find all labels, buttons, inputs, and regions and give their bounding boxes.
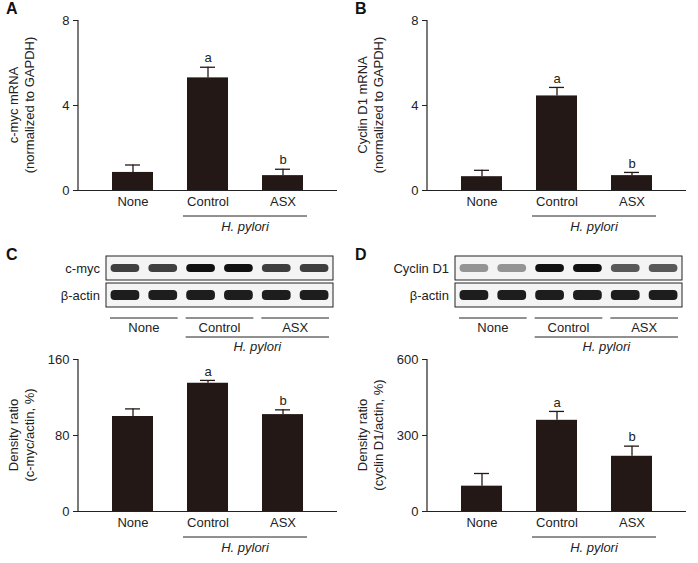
- svg-text:None: None: [466, 194, 497, 209]
- html-text:D: D: [355, 246, 367, 263]
- svg-text:0: 0: [411, 504, 418, 519]
- svg-text:160: 160: [48, 352, 70, 367]
- svg-text:8: 8: [62, 13, 69, 28]
- svg-text:4: 4: [62, 98, 69, 113]
- svg-text:8: 8: [411, 13, 418, 28]
- svg-text:0: 0: [411, 183, 418, 198]
- svg-text:80: 80: [55, 428, 69, 443]
- svg-text:None: None: [128, 320, 159, 335]
- svg-text:a: a: [553, 71, 561, 86]
- svg-text:H. pylori: H. pylori: [221, 540, 270, 555]
- svg-text:a: a: [553, 395, 561, 410]
- svg-text:b: b: [628, 429, 635, 444]
- svg-text:a: a: [204, 364, 212, 379]
- svg-text:Control: Control: [187, 194, 229, 209]
- svg-text:Control: Control: [536, 194, 578, 209]
- svg-text:ASX: ASX: [270, 194, 296, 209]
- svg-text:ASX: ASX: [631, 320, 657, 335]
- svg-text:c-myc: c-myc: [65, 261, 100, 276]
- svg-text:None: None: [466, 515, 497, 530]
- svg-text:ASX: ASX: [619, 194, 645, 209]
- svg-text:ASX: ASX: [282, 320, 308, 335]
- svg-text:4: 4: [411, 98, 418, 113]
- svg-text:H. pylori: H. pylori: [570, 219, 619, 234]
- svg-text:None: None: [117, 515, 148, 530]
- svg-text:0: 0: [62, 183, 69, 198]
- svg-text:(c-myc/actin, %): (c-myc/actin, %): [22, 388, 37, 481]
- svg-text:Control: Control: [548, 320, 590, 335]
- svg-text:b: b: [628, 156, 635, 171]
- svg-text:(normalized to GAPDH): (normalized to GAPDH): [22, 37, 37, 174]
- svg-text:Density ratio: Density ratio: [355, 399, 370, 471]
- svg-text:(cyclin D1/actin, %): (cyclin D1/actin, %): [371, 379, 386, 490]
- svg-text:None: None: [477, 320, 508, 335]
- svg-text:(normalized to GAPDH): (normalized to GAPDH): [371, 37, 386, 174]
- svg-text:Control: Control: [536, 515, 578, 530]
- svg-text:None: None: [117, 194, 148, 209]
- svg-text:b: b: [279, 152, 286, 167]
- svg-text:H. pylori: H. pylori: [233, 339, 282, 354]
- svg-text:H. pylori: H. pylori: [221, 219, 270, 234]
- svg-text:ASX: ASX: [270, 515, 296, 530]
- svg-text:a: a: [204, 50, 212, 65]
- svg-text:H. pylori: H. pylori: [570, 540, 619, 555]
- html-text:B: B: [355, 0, 367, 17]
- html-text:A: A: [6, 0, 18, 17]
- svg-text:Control: Control: [199, 320, 241, 335]
- svg-text:c-myc mRNA: c-myc mRNA: [6, 66, 21, 143]
- svg-text:β-actin: β-actin: [410, 288, 449, 303]
- svg-text:β-actin: β-actin: [61, 288, 100, 303]
- svg-text:0: 0: [62, 504, 69, 519]
- svg-text:Cyclin D1: Cyclin D1: [393, 261, 449, 276]
- svg-text:600: 600: [397, 352, 419, 367]
- svg-text:ASX: ASX: [619, 515, 645, 530]
- svg-text:b: b: [279, 393, 286, 408]
- svg-text:H. pylori: H. pylori: [582, 339, 631, 354]
- svg-text:Cyclin D1 mRNA: Cyclin D1 mRNA: [355, 56, 370, 154]
- svg-text:Density ratio: Density ratio: [6, 399, 21, 471]
- html-text:C: C: [6, 246, 18, 263]
- svg-text:300: 300: [397, 428, 419, 443]
- svg-text:Control: Control: [187, 515, 229, 530]
